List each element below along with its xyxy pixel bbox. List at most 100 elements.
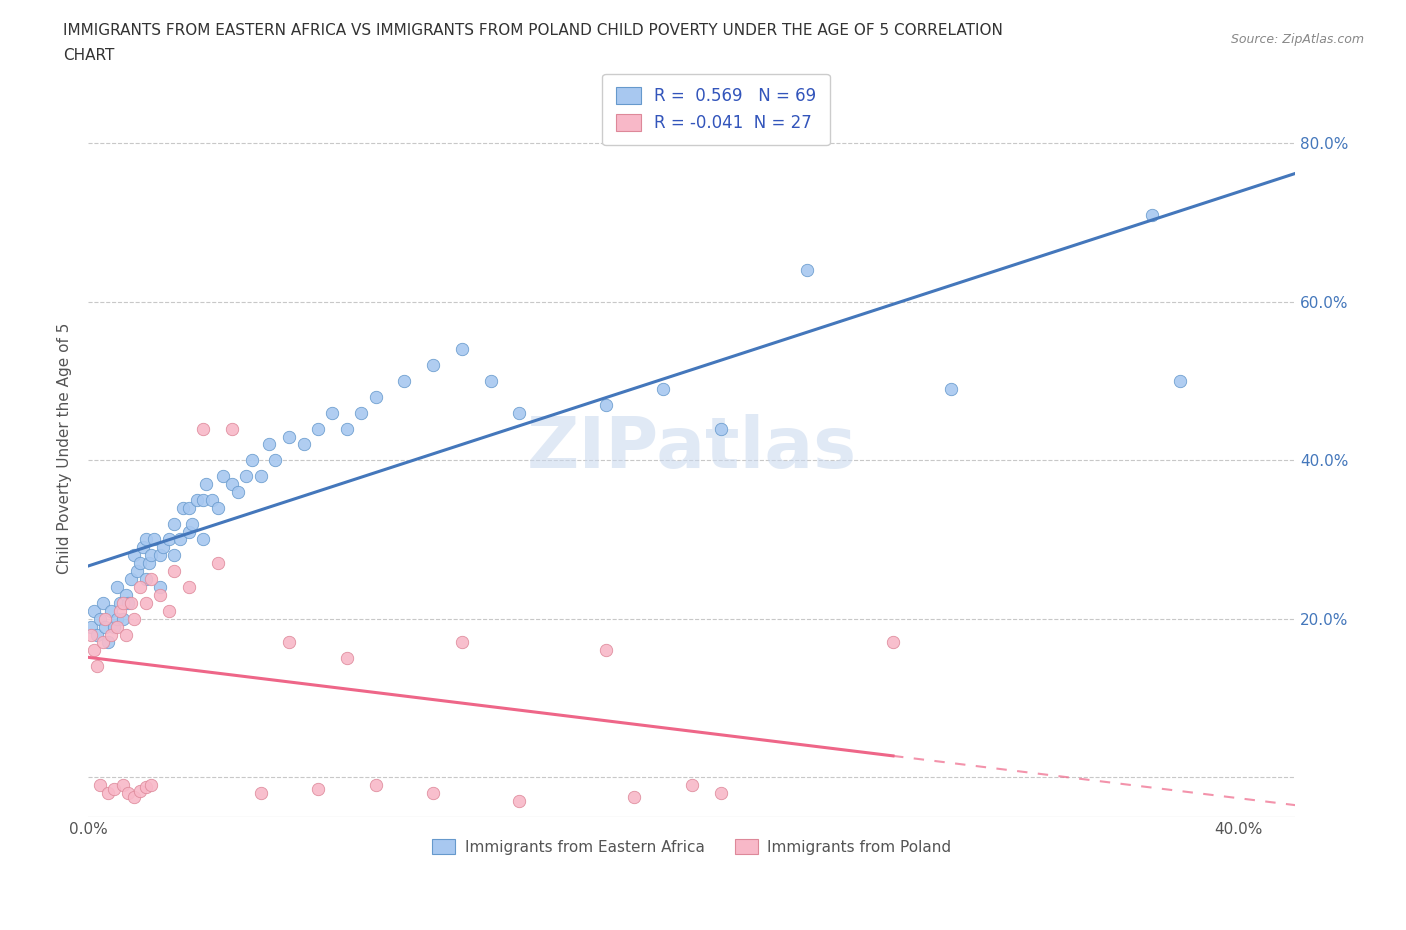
Point (207, 500, 229, 515)
Point (80, 627, 103, 642)
Point (103, 781, 125, 796)
Point (364, 777, 387, 792)
Point (292, 437, 315, 452)
Point (97, 786, 120, 801)
Point (103, 619, 125, 634)
Point (91, 635, 114, 650)
Point (177, 579, 200, 594)
Text: ZIPatlas: ZIPatlas (527, 414, 856, 483)
Point (135, 779, 157, 794)
Point (508, 793, 530, 808)
Point (163, 548, 186, 563)
Point (141, 777, 163, 792)
Point (307, 781, 329, 796)
Point (221, 476, 243, 491)
Point (135, 572, 157, 587)
Point (595, 643, 617, 658)
Point (86, 658, 108, 673)
Point (207, 556, 229, 571)
Point (152, 540, 174, 555)
Point (681, 777, 703, 792)
Point (111, 595, 134, 610)
Point (163, 516, 186, 531)
Text: CHART: CHART (63, 48, 115, 63)
Point (257, 437, 280, 452)
Point (336, 651, 359, 666)
Point (108, 604, 131, 618)
Text: Source: ZipAtlas.com: Source: ZipAtlas.com (1230, 33, 1364, 46)
Point (307, 421, 329, 436)
Point (422, 786, 444, 801)
Point (709, 421, 731, 436)
Point (132, 540, 155, 555)
Point (97, 635, 120, 650)
Point (94, 619, 117, 634)
Point (86, 627, 108, 642)
Point (122, 790, 145, 804)
Point (796, 263, 818, 278)
Point (163, 564, 186, 578)
Point (235, 469, 257, 484)
Point (350, 405, 373, 420)
Point (125, 564, 148, 578)
Point (1140, 207, 1163, 222)
Point (264, 453, 287, 468)
Point (882, 635, 904, 650)
Point (169, 532, 191, 547)
Point (138, 556, 160, 571)
Point (149, 579, 172, 594)
Point (149, 548, 172, 563)
Y-axis label: Child Poverty Under the Age of 5: Child Poverty Under the Age of 5 (58, 323, 72, 574)
Point (479, 374, 502, 389)
Legend: Immigrants from Eastern Africa, Immigrants from Poland: Immigrants from Eastern Africa, Immigran… (426, 832, 957, 860)
Point (249, 469, 271, 484)
Point (652, 381, 675, 396)
Point (83, 643, 105, 658)
Point (149, 588, 172, 603)
Point (180, 516, 202, 531)
Point (117, 595, 139, 610)
Point (141, 572, 163, 587)
Point (128, 579, 150, 594)
Point (111, 611, 134, 626)
Point (100, 604, 122, 618)
Point (240, 453, 263, 468)
Point (111, 777, 134, 792)
Point (709, 786, 731, 801)
Point (157, 532, 180, 547)
Point (108, 595, 131, 610)
Point (450, 342, 472, 357)
Point (135, 532, 157, 547)
Point (105, 611, 128, 626)
Point (135, 595, 157, 610)
Point (128, 784, 150, 799)
Point (364, 390, 387, 405)
Point (157, 604, 180, 618)
Text: IMMIGRANTS FROM EASTERN AFRICA VS IMMIGRANTS FROM POLAND CHILD POVERTY UNDER THE: IMMIGRANTS FROM EASTERN AFRICA VS IMMIGR… (63, 23, 1002, 38)
Point (120, 572, 142, 587)
Point (177, 500, 200, 515)
Point (336, 421, 359, 436)
Point (117, 786, 139, 801)
Point (623, 790, 645, 804)
Point (221, 421, 243, 436)
Point (422, 358, 444, 373)
Point (177, 525, 200, 539)
Point (321, 405, 343, 420)
Point (212, 469, 235, 484)
Point (89, 777, 111, 792)
Point (1170, 374, 1192, 389)
Point (94, 611, 117, 626)
Point (191, 493, 214, 508)
Point (249, 786, 271, 801)
Point (278, 429, 301, 444)
Point (114, 588, 136, 603)
Point (508, 405, 530, 420)
Point (122, 548, 145, 563)
Point (128, 556, 150, 571)
Point (939, 381, 962, 396)
Point (595, 397, 617, 412)
Point (105, 619, 128, 634)
Point (105, 579, 128, 594)
Point (172, 500, 194, 515)
